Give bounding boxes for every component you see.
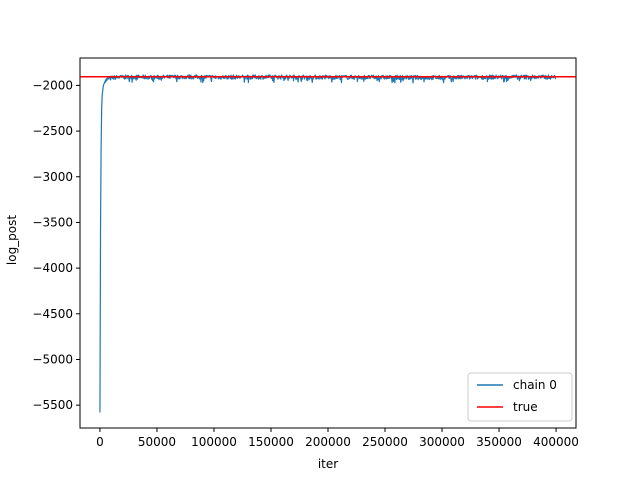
- x-tick-label: 0: [96, 435, 104, 449]
- y-tick-label: −5000: [32, 352, 73, 366]
- y-tick-label: −5500: [32, 398, 73, 412]
- x-tick-label: 400000: [533, 435, 579, 449]
- x-tick-label: 250000: [362, 435, 408, 449]
- legend-label-chain-0: chain 0: [513, 378, 557, 392]
- legend: chain 0 true: [467, 372, 573, 422]
- y-tick-label: −3500: [32, 215, 73, 229]
- y-tick-label: −2000: [32, 78, 73, 92]
- x-tick-label: 150000: [248, 435, 294, 449]
- y-tick-label: −3000: [32, 170, 73, 184]
- y-tick-label: −4500: [32, 307, 73, 321]
- y-tick-label: −4000: [32, 261, 73, 275]
- y-axis-label: log_post: [5, 215, 19, 266]
- x-axis-label: iter: [318, 457, 338, 471]
- x-tick-label: 350000: [476, 435, 522, 449]
- x-tick-label: 50000: [138, 435, 176, 449]
- y-tick-label: −2500: [32, 124, 73, 138]
- x-tick-label: 100000: [191, 435, 237, 449]
- x-tick-label: 200000: [305, 435, 351, 449]
- x-tick-label: 300000: [419, 435, 465, 449]
- legend-label-true: true: [513, 400, 538, 414]
